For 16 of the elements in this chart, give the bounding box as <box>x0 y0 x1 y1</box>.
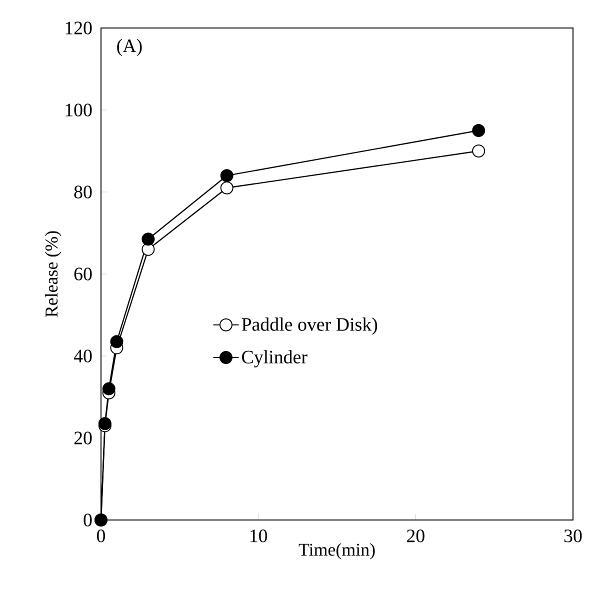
y-tick-label: 80 <box>74 186 92 198</box>
y-tick-label: 20 <box>74 432 92 444</box>
x-tick-label: 0 <box>96 530 105 542</box>
x-tick-label: 20 <box>407 530 424 542</box>
y-tick-label: 120 <box>66 22 92 34</box>
y-tick-label: 0 <box>84 514 92 526</box>
y-tick-label: 100 <box>66 104 92 116</box>
x-axis-title: Time(min) <box>298 543 375 560</box>
x-tick-label: 10 <box>250 530 268 542</box>
legend-label: Cylinder <box>242 350 308 368</box>
x-tick-label: 30 <box>564 530 582 542</box>
y-tick-label: 60 <box>74 268 92 280</box>
y-tick-label: 40 <box>74 350 92 362</box>
annotation: (A) <box>117 38 142 56</box>
y-axis-title: Release (%) <box>44 231 62 318</box>
legend-label: Paddle over Disk) <box>242 318 378 335</box>
